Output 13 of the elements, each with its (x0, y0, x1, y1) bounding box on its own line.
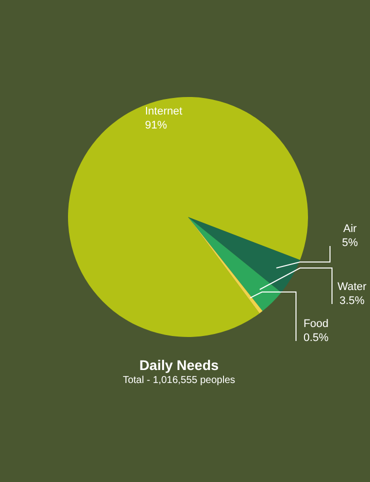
data-label: 0.5% (303, 332, 329, 344)
pie-slice (188, 217, 282, 312)
data-label: 5% (342, 237, 358, 249)
slice-label: Internet (144, 105, 182, 118)
data-label: 3.5% (339, 295, 365, 307)
text: Daily Needs (138, 357, 220, 373)
slice-label: Water (338, 281, 367, 293)
pie-slice (188, 217, 300, 293)
slice-label: Food (303, 318, 329, 330)
data-label: 91% (144, 119, 168, 132)
pie-slice (188, 217, 263, 314)
slice-label: Air (343, 223, 358, 235)
text: Total - 1,016,555 peoples (122, 375, 236, 386)
